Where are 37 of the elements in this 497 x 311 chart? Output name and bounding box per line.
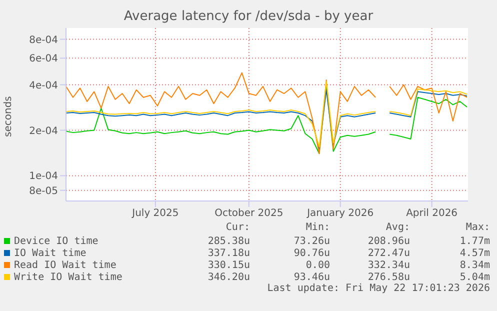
text: 276.58u <box>366 272 410 282</box>
chart-title: Average latency for /dev/sda - by year <box>122 9 374 24</box>
text: 1.77m <box>458 236 490 246</box>
x-tick-label: July 2025 <box>131 208 179 220</box>
x-tick-label: April 2026 <box>406 208 458 220</box>
text: 73.26u <box>292 236 330 246</box>
legend-label: Write IO Wait time <box>14 272 124 282</box>
legend-label: Device IO time <box>14 236 100 246</box>
y-tick-label: 1e-04 <box>29 171 58 182</box>
y-tick-label: 4e-04 <box>29 80 58 92</box>
y-tick-label: 8e-04 <box>29 34 58 46</box>
text: 330.15u <box>206 260 250 270</box>
text: 93.46u <box>292 272 330 282</box>
text: 4.57m <box>458 248 490 258</box>
y-tick-label: 8e-05 <box>29 186 58 197</box>
text: Avg: <box>384 222 410 235</box>
x-tick-label: January 2026 <box>306 208 374 220</box>
text: Last update: Fri May 22 17:01:23 2026 <box>266 283 490 295</box>
text: 337.18u <box>206 248 250 258</box>
text: 8.34m <box>458 260 490 270</box>
y-tick-label: 2e-04 <box>29 126 58 137</box>
text: 5.04m <box>458 272 490 282</box>
text: Min: <box>304 222 330 235</box>
text: 285.38u <box>206 236 250 246</box>
x-tick-label: October 2025 <box>214 208 284 220</box>
text: Max: <box>464 222 490 235</box>
text: 90.76u <box>292 248 330 258</box>
legend-label: IO Wait time <box>14 248 88 258</box>
y-axis-title: seconds <box>3 96 14 137</box>
text: 0.00 <box>304 260 330 270</box>
y-tick-label: 6e-04 <box>29 54 58 65</box>
text: Cur: <box>224 222 250 235</box>
text: 272.47u <box>366 248 410 258</box>
text: 346.20u <box>206 272 250 282</box>
text: 208.96u <box>366 236 410 246</box>
text: 332.34u <box>366 260 410 270</box>
legend-label: Read IO Wait time <box>14 260 118 270</box>
